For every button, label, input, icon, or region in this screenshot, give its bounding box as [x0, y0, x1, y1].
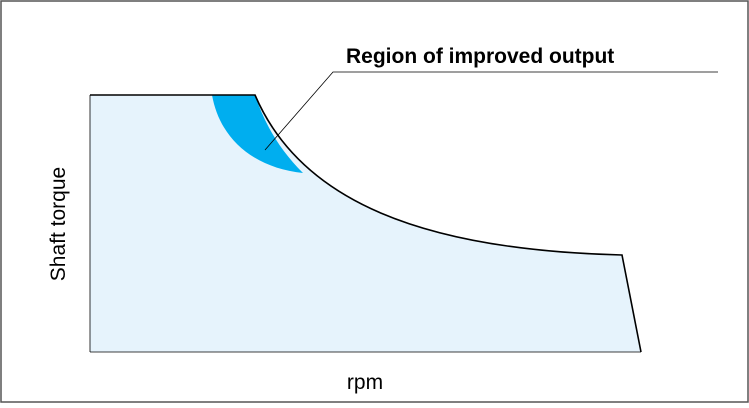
improved-output-region [212, 95, 303, 173]
callout-leader-line [264, 71, 718, 151]
x-axis-label: rpm [347, 371, 383, 394]
y-axis-label: Shaft torque [47, 167, 70, 281]
callout-label: Region of improved output [346, 45, 614, 68]
torque-curve [90, 94, 642, 353]
operating-area [90, 95, 641, 352]
